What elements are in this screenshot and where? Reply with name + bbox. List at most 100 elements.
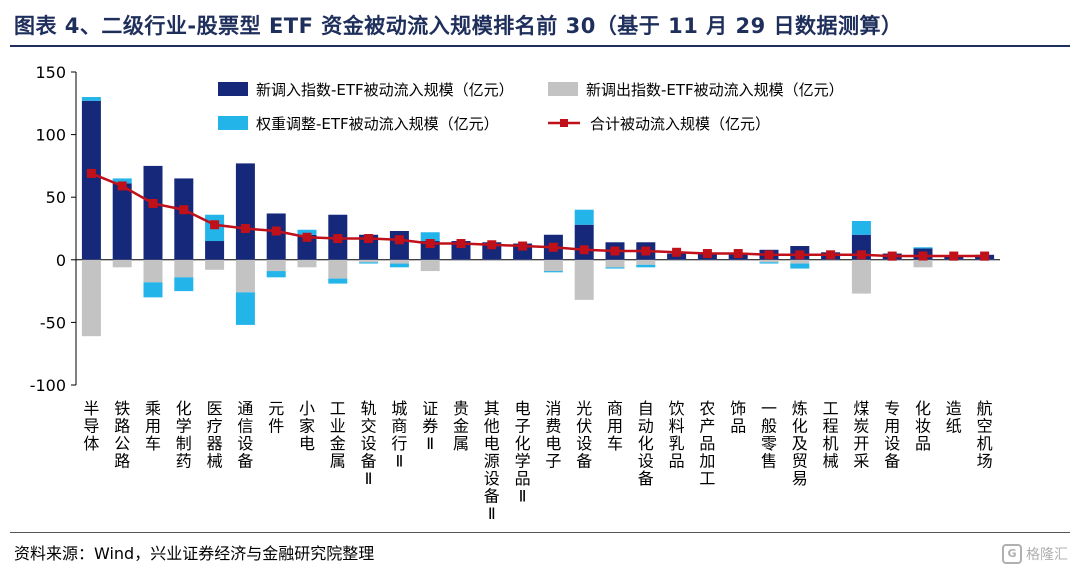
x-category-label: 工程机械 (823, 399, 839, 471)
bar-new-out (697, 259, 717, 262)
total-marker (980, 251, 990, 261)
bar-reweight (112, 178, 132, 184)
total-marker (86, 168, 96, 178)
total-marker (579, 245, 589, 255)
total-marker (733, 249, 743, 259)
watermark: G 格隆汇 (1002, 544, 1068, 564)
bar-layer (81, 97, 995, 337)
bar-new-out (205, 259, 225, 270)
x-category-label: 其他电源设备 Ⅱ (484, 399, 500, 523)
total-marker (641, 246, 651, 256)
y-axis: 150 100 50 0 -50 -100 (30, 63, 1000, 395)
bar-reweight (851, 220, 871, 235)
y-tick-label: -50 (40, 313, 66, 332)
chart-canvas: 150 100 50 0 -50 -100 半导体铁路公路乘用车化学制药医疗器械通信设备元… (30, 63, 1000, 523)
bar-new-in (513, 243, 533, 260)
y-tick-label: -100 (30, 376, 66, 395)
bar-reweight (81, 97, 101, 101)
total-line-layer (86, 168, 990, 261)
total-marker (795, 250, 805, 260)
title-divider (10, 45, 1070, 47)
x-category-label: 贵金属 (453, 399, 469, 453)
bar-reweight (913, 247, 933, 249)
y-tick-label: 100 (35, 126, 66, 145)
bar-reweight (790, 263, 810, 269)
bar-new-in (174, 178, 194, 260)
x-category-label: 专用设备 (884, 399, 900, 471)
bar-reweight (636, 264, 656, 268)
total-marker (425, 239, 435, 249)
bar-new-out (143, 259, 163, 283)
total-marker (887, 251, 897, 261)
total-marker (148, 198, 158, 208)
total-marker (394, 235, 404, 245)
bar-new-out (913, 259, 933, 268)
x-category-label: 化妆品 (915, 399, 931, 453)
bar-new-in (297, 234, 317, 260)
total-marker (179, 205, 189, 215)
total-marker (764, 250, 774, 260)
bar-reweight (543, 271, 563, 273)
bar-new-in (112, 183, 132, 260)
bar-new-out (389, 259, 409, 264)
x-category-label: 化学制药 (176, 399, 192, 471)
bar-new-out (790, 259, 810, 264)
total-marker (826, 250, 836, 260)
bar-reweight (174, 277, 194, 292)
bar-new-out (266, 259, 286, 272)
legend-label-total: 合计被动流入规模（亿元） (590, 115, 770, 133)
bar-new-out (297, 259, 317, 268)
bar-reweight (420, 232, 440, 242)
y-tick-label: 150 (35, 63, 66, 82)
x-category-label: 元件 (268, 399, 284, 436)
bar-reweight (235, 292, 255, 325)
legend-label-new-out: 新调出指数-ETF被动流入规模（亿元） (586, 81, 844, 99)
x-category-label: 商用车 (607, 399, 623, 453)
total-marker (271, 226, 281, 236)
bar-new-out (112, 259, 132, 268)
bar-new-in (266, 213, 286, 260)
x-category-label: 乘用车 (145, 399, 161, 453)
bar-new-out (513, 259, 533, 262)
x-category-label: 通信设备 (237, 399, 253, 471)
bar-new-out (420, 259, 440, 272)
bar-new-out (174, 259, 194, 278)
total-marker (333, 234, 343, 244)
bar-new-in (205, 241, 225, 260)
bar-new-out (543, 259, 563, 272)
legend-swatch-new-out (548, 82, 578, 96)
total-marker (949, 251, 959, 261)
x-category-label: 炼化及贸易 (792, 399, 808, 488)
bar-new-out (328, 259, 348, 279)
legend-label-reweight: 权重调整-ETF被动流入规模（亿元） (256, 115, 499, 133)
x-category-label: 半导体 (83, 399, 99, 453)
total-marker (548, 242, 558, 252)
x-category-label: 造纸 (946, 399, 962, 436)
x-category-label: 电子化学品 Ⅱ (515, 399, 531, 506)
bar-new-out (821, 259, 841, 262)
total-marker (610, 246, 620, 256)
bar-reweight (297, 229, 317, 235)
x-category-label: 医疗器械 (207, 399, 223, 471)
x-category-label: 一般零售 (761, 399, 777, 471)
bar-new-in (420, 241, 440, 260)
bar-reweight (605, 267, 625, 269)
legend-label-new-in: 新调入指数-ETF被动流入规模（亿元） (256, 81, 514, 99)
bar-new-in (574, 224, 594, 260)
x-category-label: 城商行 Ⅱ (391, 399, 407, 471)
total-marker (302, 232, 312, 242)
bar-new-out (636, 259, 656, 265)
bar-new-in (482, 242, 502, 260)
x-category-label: 自动化设备 (638, 399, 654, 488)
watermark-text: 格隆汇 (1026, 547, 1068, 563)
y-tick-label: 0 (56, 251, 66, 270)
bar-new-out (605, 259, 625, 268)
bar-new-in (235, 163, 255, 260)
bar-new-in (359, 234, 379, 260)
bar-reweight (574, 209, 594, 225)
chart-title: 图表 4、二级行业-股票型 ETF 资金被动流入规模排名前 30（基于 11 月… (14, 14, 903, 38)
total-marker (210, 220, 220, 230)
bar-reweight (266, 271, 286, 278)
watermark-logo-icon: G (1002, 544, 1022, 564)
